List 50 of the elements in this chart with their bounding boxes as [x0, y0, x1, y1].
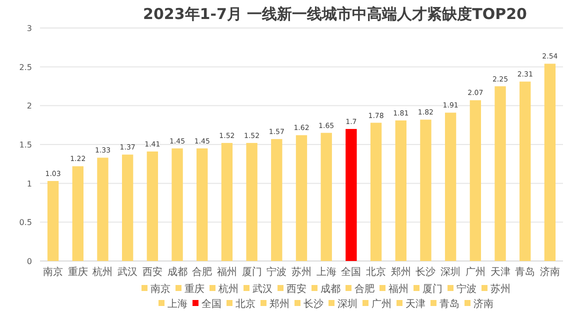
chart-title: 2023年1-7月 一线新一线城市中高端人才紧缺度TOP20	[143, 5, 527, 23]
legend-label: 青岛	[440, 298, 460, 310]
y-tick-label: 2.5	[19, 62, 32, 72]
x-tick-label: 苏州	[292, 266, 312, 278]
x-tick-label: 上海	[316, 266, 336, 278]
legend-label: 合肥	[354, 283, 374, 295]
x-tick-label: 济南	[540, 266, 560, 278]
x-tick-label: 天津	[490, 266, 510, 278]
x-tick-label: 长沙	[416, 266, 436, 278]
legend-label: 杭州	[218, 283, 238, 295]
x-tick-label: 杭州	[92, 266, 113, 278]
x-tick-label: 全国	[341, 266, 362, 278]
x-tick-label: 重庆	[68, 266, 88, 278]
x-tick-label: 广州	[465, 266, 486, 278]
x-tick-label: 福州	[216, 266, 237, 278]
legend-label: 南京	[150, 283, 170, 295]
x-tick-label: 郑州	[390, 266, 411, 278]
x-tick-label: 南京	[43, 266, 64, 278]
legend-label: 西安	[286, 283, 306, 295]
legend-label: 武汉	[252, 283, 272, 295]
legend-label: 全国	[202, 298, 222, 310]
legend-label: 北京	[236, 298, 256, 310]
x-tick-label: 青岛	[515, 266, 536, 278]
y-tick-label: 0.5	[19, 218, 32, 228]
x-tick-label: 北京	[366, 266, 386, 278]
x-tick-label: 合肥	[192, 266, 212, 278]
y-tick-label: 0	[26, 257, 32, 266]
x-tick-label: 西安	[142, 266, 162, 278]
x-tick-label: 厦门	[242, 266, 262, 278]
legend-label: 厦门	[422, 283, 442, 295]
legend-label: 上海	[168, 298, 188, 310]
y-tick-label: 2	[26, 102, 32, 111]
x-tick-label: 武汉	[118, 266, 138, 278]
x-tick-label: 宁波	[266, 266, 287, 278]
y-tick-label: 1.5	[19, 140, 32, 150]
legend-label: 天津	[406, 298, 426, 310]
y-tick-label: 1	[26, 179, 32, 188]
legend-label: 济南	[474, 298, 494, 310]
legend-label: 深圳	[338, 298, 358, 310]
legend-label: 宁波	[456, 283, 476, 295]
legend-label: 郑州	[270, 298, 290, 310]
legend-label: 苏州	[490, 283, 510, 295]
legend-label: 长沙	[304, 298, 324, 310]
legend-label: 广州	[372, 298, 392, 310]
x-tick-label: 成都	[167, 266, 188, 278]
legend-label: 重庆	[184, 283, 204, 295]
legend-label: 福州	[388, 283, 408, 295]
x-tick-label: 深圳	[440, 266, 461, 278]
y-tick-label: 3	[26, 24, 32, 33]
legend-label: 成都	[320, 283, 340, 295]
